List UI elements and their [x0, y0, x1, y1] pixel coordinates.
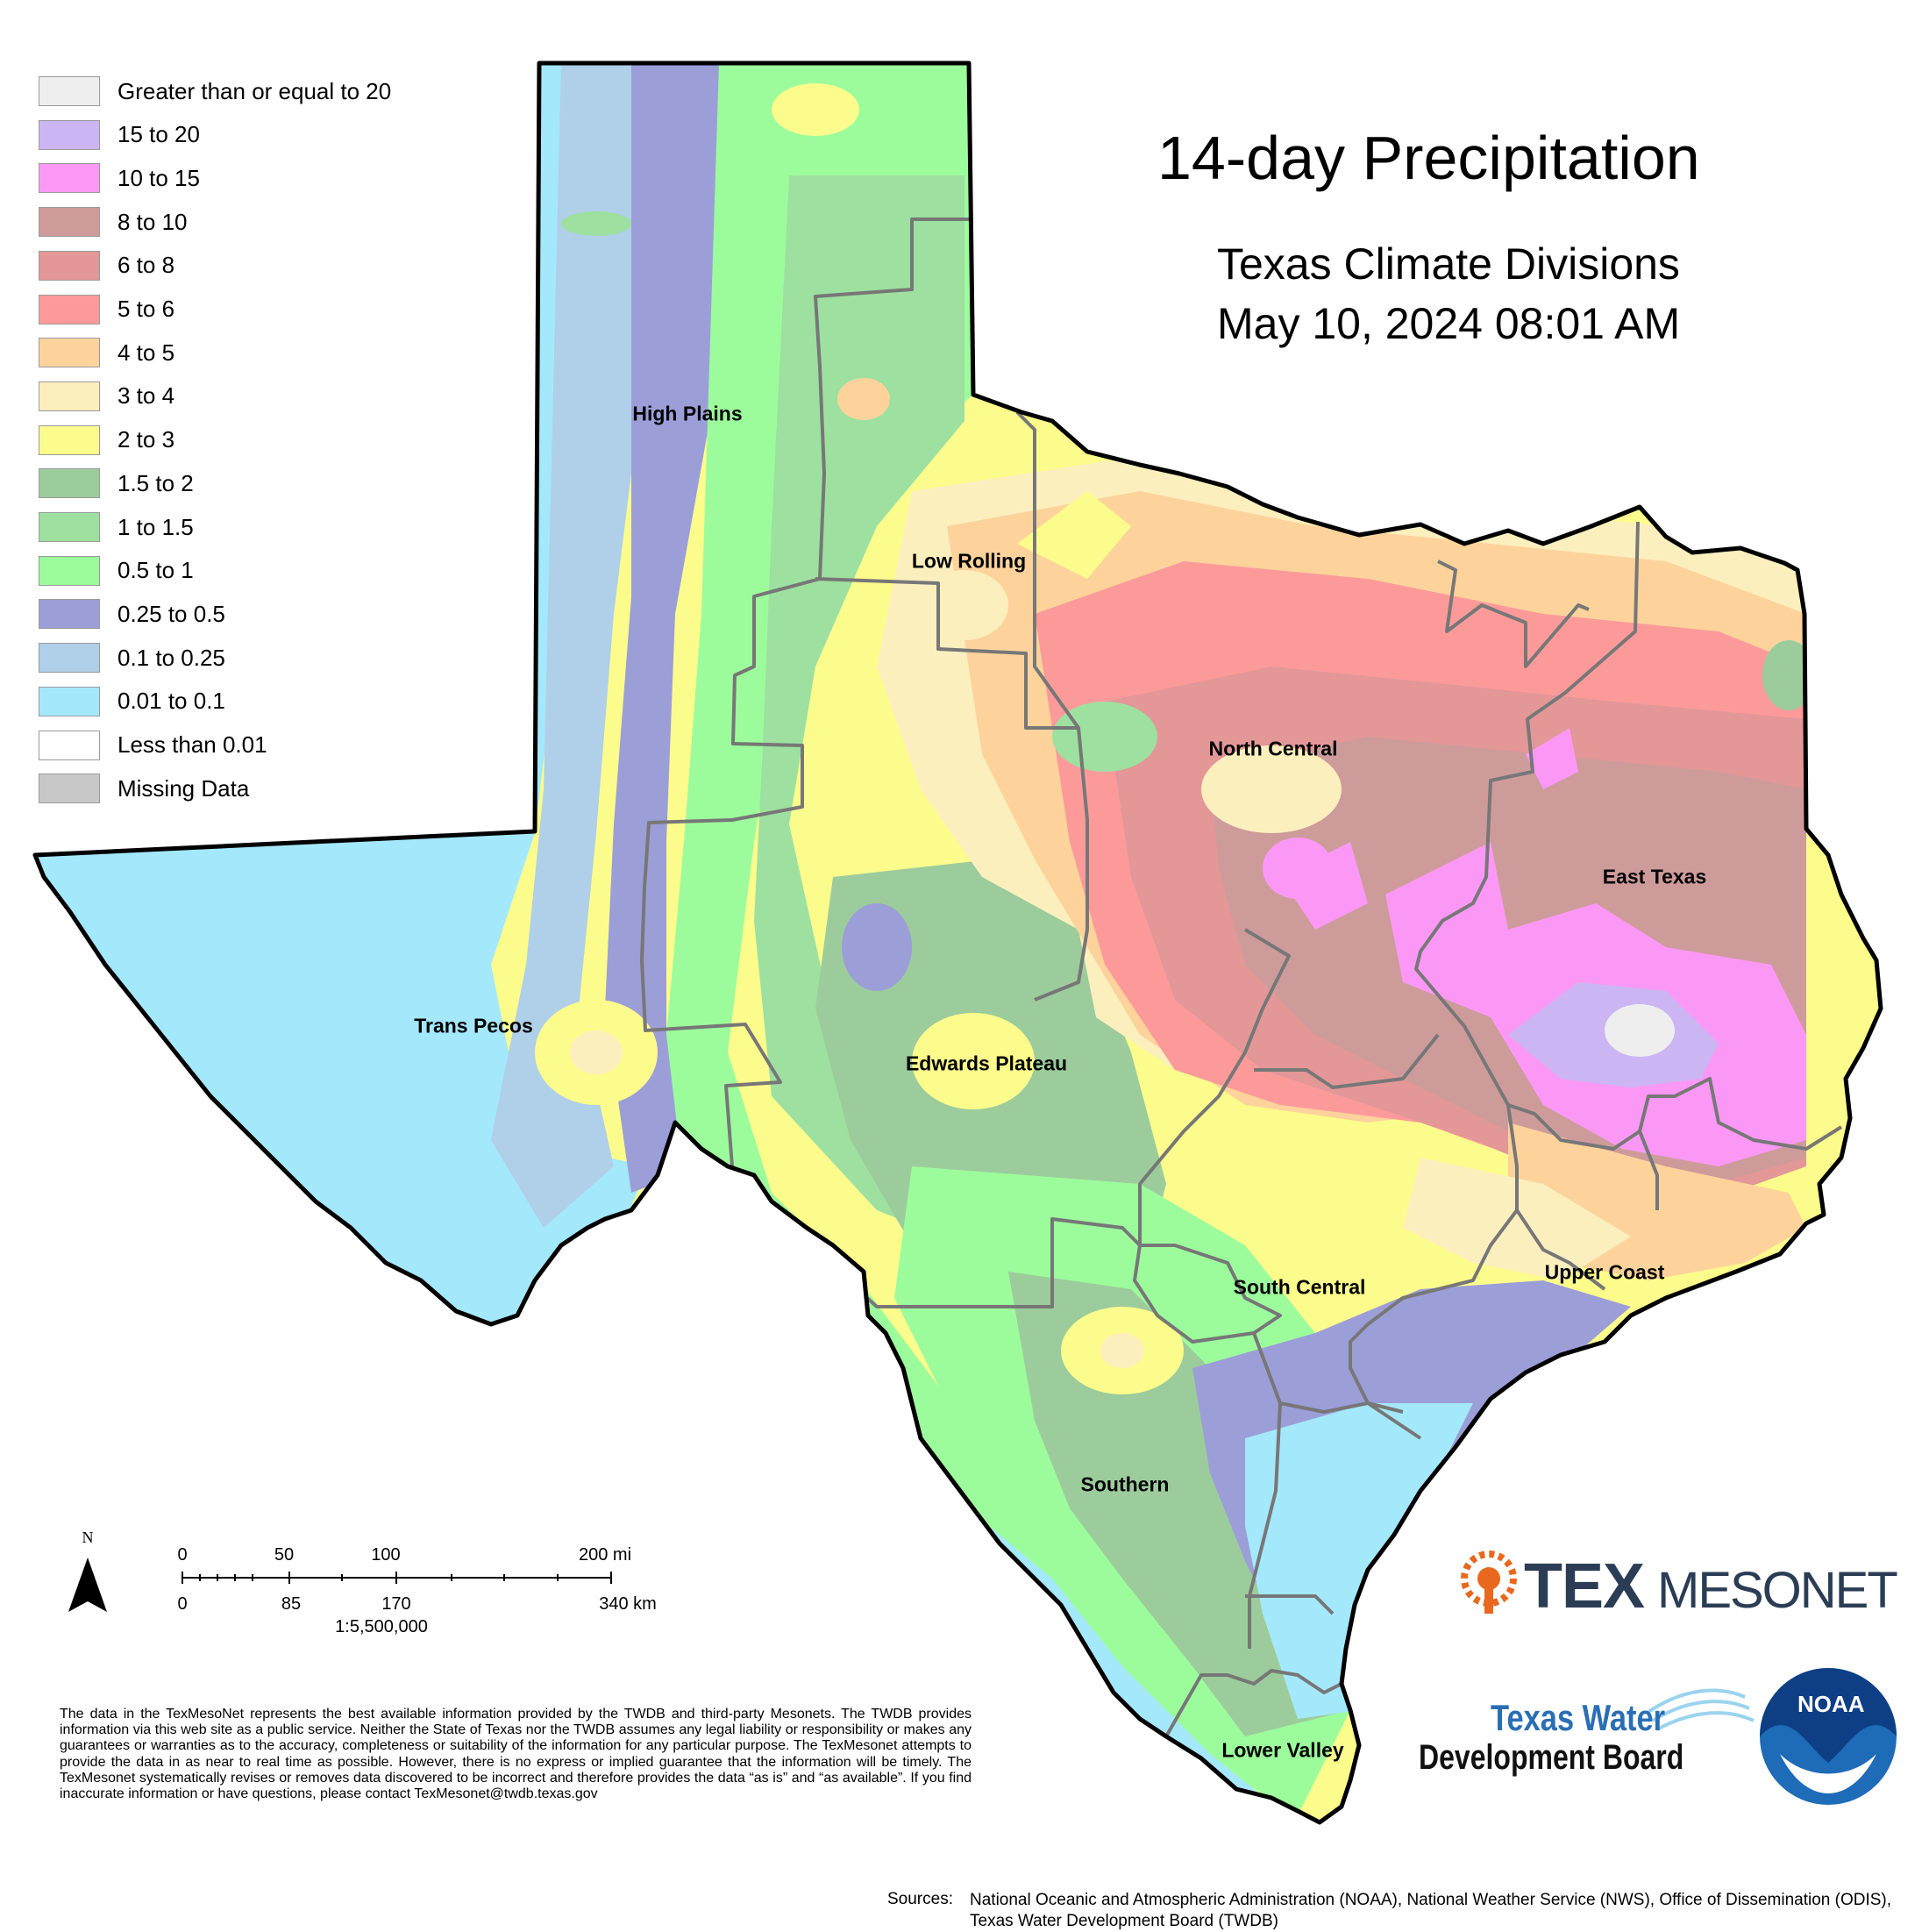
scale-mi-0: 0 [177, 1545, 188, 1565]
legend-swatch [39, 730, 100, 760]
division-label-low-rolling: Low Rolling [911, 549, 1027, 573]
legend-swatch [39, 424, 100, 455]
division-label-trans-pecos: Trans Pecos [414, 1014, 533, 1037]
legend-swatch [39, 76, 100, 106]
division-label-edwards-plateau: Edwards Plateau [905, 1052, 1068, 1075]
date-stamp: May 10, 2024 08:01 AM [1217, 299, 1681, 348]
scale-km-170: 170 [381, 1594, 411, 1614]
division-boundaries [640, 217, 1843, 1737]
legend-item: 2 to 3 [39, 423, 174, 458]
legend-swatch [39, 555, 100, 586]
division-label-high-plains: High Plains [632, 402, 743, 425]
division-label-north-central: North Central [1208, 737, 1338, 760]
legend-label: 2 to 3 [117, 426, 175, 453]
noaa-logo-text: NOAA [1797, 1691, 1865, 1717]
legend-item: 1 to 1.5 [39, 510, 194, 545]
legend-item: 15 to 20 [39, 118, 200, 153]
division-label-south-central: South Central [1233, 1275, 1366, 1299]
legend-label: 8 to 10 [117, 208, 188, 235]
legend-swatch [39, 643, 100, 674]
legend-item: Greater than or equal to 20 [39, 74, 391, 109]
scale-bar [182, 1572, 612, 1584]
legend-item: Missing Data [39, 771, 249, 806]
legend-label: 15 to 20 [117, 121, 200, 148]
disclaimer-text: The data in the TexMesoNet represents th… [60, 1707, 972, 1802]
scale-km-0: 0 [177, 1594, 188, 1614]
legend-label: 0.5 to 1 [117, 557, 194, 584]
legend-item: 10 to 15 [39, 160, 200, 196]
texmesonet-logo-tex: TEX [1524, 1551, 1645, 1622]
legend-label: 10 to 15 [117, 164, 200, 191]
legend-item: 6 to 8 [39, 248, 174, 283]
texmesonet-logo-icon [1461, 1551, 1517, 1614]
legend-item: 5 to 6 [39, 292, 174, 327]
legend-label: 4 to 5 [117, 339, 175, 366]
legend-label: 1.5 to 2 [117, 469, 194, 496]
legend-swatch [39, 512, 100, 542]
noaa-logo-icon [1760, 1668, 1897, 1805]
legend-item: 0.1 to 0.25 [39, 640, 225, 675]
legend-item: 3 to 4 [39, 379, 174, 414]
legend-item: 0.01 to 0.1 [39, 684, 225, 719]
scale-mi-200: 200 mi [578, 1545, 632, 1565]
legend-swatch [39, 774, 100, 804]
north-label: N [82, 1529, 94, 1546]
twdb-logo-line2: Development Board [1419, 1738, 1684, 1777]
legend-label: 5 to 6 [117, 296, 175, 322]
legend-swatch [39, 686, 100, 716]
legend-label: 0.01 to 0.1 [117, 688, 225, 715]
legend-item: 0.25 to 0.5 [39, 596, 225, 631]
legend-item: Less than 0.01 [39, 728, 267, 763]
legend-swatch [39, 294, 100, 324]
legend-item: 0.5 to 1 [39, 553, 194, 588]
legend-swatch [39, 468, 100, 499]
legend-item: 8 to 10 [39, 204, 188, 239]
division-label-upper-coast: Upper Coast [1544, 1260, 1665, 1284]
legend-label: Greater than or equal to 20 [117, 77, 392, 104]
legend-swatch [39, 207, 100, 238]
division-label-lower-valley: Lower Valley [1221, 1738, 1344, 1762]
scale-mi-100: 100 [371, 1545, 401, 1565]
legend-swatch [39, 163, 100, 194]
page-title: 14-day Precipitation [1157, 124, 1700, 192]
legend-item: 4 to 5 [39, 335, 174, 370]
north-arrow-icon [68, 1558, 88, 1612]
division-label-southern: Southern [1080, 1472, 1170, 1496]
legend-label: 0.25 to 0.5 [117, 600, 225, 627]
legend-label: 1 to 1.5 [117, 513, 194, 540]
legend-label: 3 to 4 [117, 382, 175, 410]
legend-swatch [39, 338, 100, 368]
legend-swatch [39, 250, 100, 281]
twdb-wave-icon [1647, 1688, 1755, 1731]
legend-swatch [39, 381, 100, 411]
legend-label: Missing Data [117, 774, 250, 802]
legend-label: Less than 0.01 [117, 731, 267, 758]
page-subtitle: Texas Climate Divisions [1217, 239, 1680, 289]
legend-label: 0.1 to 0.25 [117, 644, 225, 671]
legend-swatch [39, 119, 100, 150]
scale-mi-50: 50 [274, 1545, 295, 1565]
sources-label: Sources: [887, 1890, 953, 1908]
sources-text: National Oceanic and Atmospheric Adminis… [970, 1891, 1892, 1930]
scale-ratio: 1:5,500,000 [335, 1617, 428, 1636]
scale-km-340: 340 km [599, 1594, 657, 1614]
legend-item: 1.5 to 2 [39, 466, 194, 501]
texmesonet-logo-mesonet: MESONET [1657, 1562, 1898, 1619]
legend-swatch [39, 599, 100, 630]
legend-label: 6 to 8 [117, 252, 175, 279]
scale-km-85: 85 [281, 1594, 302, 1614]
division-label-east-texas: East Texas [1602, 865, 1707, 888]
texas-outline [32, 61, 1883, 1825]
twdb-logo-line1: Texas Water [1491, 1697, 1666, 1738]
